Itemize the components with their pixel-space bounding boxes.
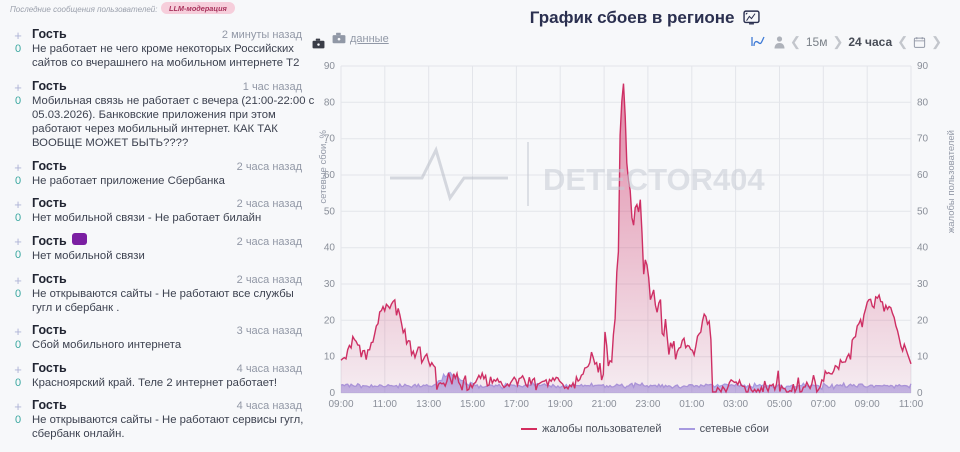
svg-text:07:00: 07:00 xyxy=(811,399,836,410)
svg-text:11:00: 11:00 xyxy=(373,399,398,410)
svg-text:10: 10 xyxy=(917,352,929,363)
svg-text:0: 0 xyxy=(329,388,335,399)
svg-text:20: 20 xyxy=(917,315,929,326)
svg-text:60: 60 xyxy=(917,170,929,181)
svg-text:09:00: 09:00 xyxy=(328,399,353,410)
svg-text:90: 90 xyxy=(917,61,929,72)
svg-text:40: 40 xyxy=(324,243,336,254)
svg-text:80: 80 xyxy=(324,97,336,108)
svg-text:20: 20 xyxy=(324,315,336,326)
svg-text:03:00: 03:00 xyxy=(723,399,748,410)
svg-text:30: 30 xyxy=(917,279,929,290)
svg-text:17:00: 17:00 xyxy=(504,399,529,410)
svg-text:13:00: 13:00 xyxy=(416,399,441,410)
svg-text:21:00: 21:00 xyxy=(592,399,617,410)
svg-text:70: 70 xyxy=(917,134,929,145)
svg-text:50: 50 xyxy=(324,206,336,217)
svg-text:30: 30 xyxy=(324,279,336,290)
svg-text:01:00: 01:00 xyxy=(679,399,704,410)
svg-text:10: 10 xyxy=(324,352,336,363)
svg-text:0: 0 xyxy=(917,388,923,399)
svg-text:90: 90 xyxy=(324,61,336,72)
svg-text:09:00: 09:00 xyxy=(855,399,880,410)
svg-text:DETECTOR404: DETECTOR404 xyxy=(543,162,765,197)
svg-text:19:00: 19:00 xyxy=(548,399,573,410)
svg-text:15:00: 15:00 xyxy=(460,399,485,410)
svg-text:40: 40 xyxy=(917,243,929,254)
svg-text:80: 80 xyxy=(917,97,929,108)
svg-text:11:00: 11:00 xyxy=(899,399,924,410)
svg-text:50: 50 xyxy=(917,206,929,217)
svg-text:23:00: 23:00 xyxy=(635,399,660,410)
svg-text:05:00: 05:00 xyxy=(767,399,792,410)
